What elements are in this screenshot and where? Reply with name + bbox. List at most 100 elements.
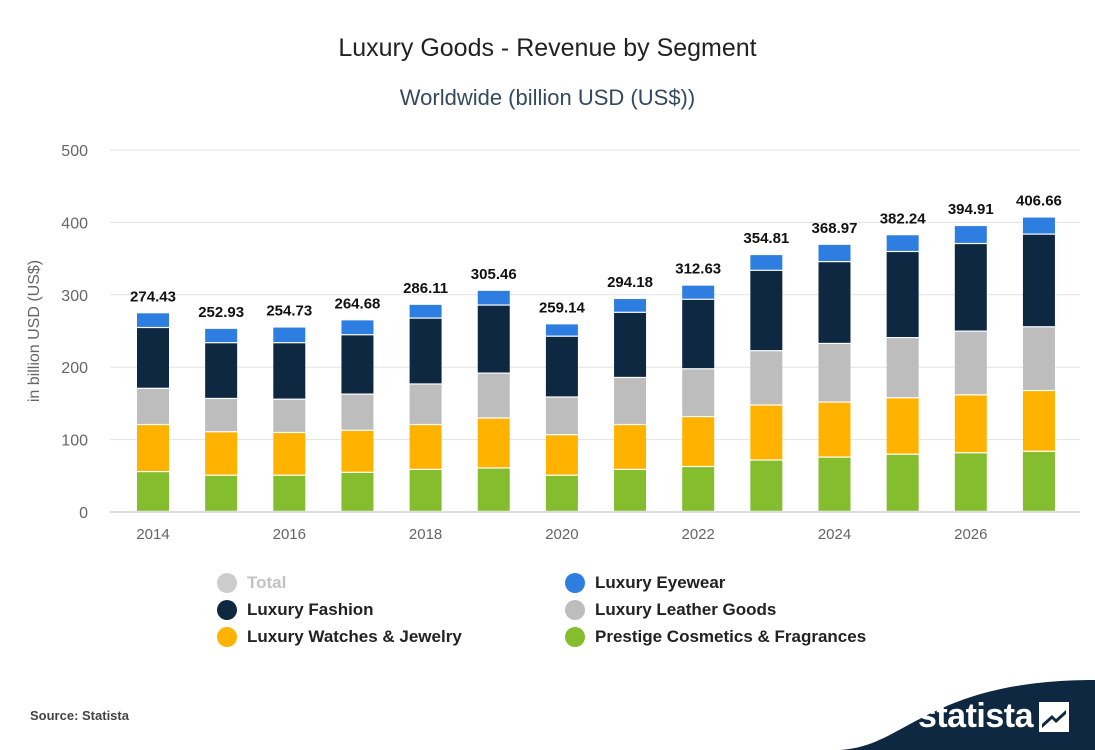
bar-segment[interactable]: [545, 475, 578, 511]
brand-badge[interactable]: statista: [835, 680, 1095, 750]
bar-segment[interactable]: [545, 324, 578, 336]
bar-segment[interactable]: [205, 432, 238, 475]
bar-segment[interactable]: [205, 475, 238, 511]
bar-segment[interactable]: [341, 472, 374, 511]
legend-swatch-fashion: [217, 600, 237, 620]
bar-segment[interactable]: [477, 468, 510, 511]
bar-segment[interactable]: [477, 290, 510, 305]
bar-segment[interactable]: [954, 244, 987, 331]
legend-item-fashion[interactable]: Luxury Fashion: [217, 599, 374, 621]
bar-segment[interactable]: [614, 378, 647, 424]
bar-segment[interactable]: [545, 336, 578, 397]
bar-segment[interactable]: [477, 305, 510, 373]
bar-segment[interactable]: [818, 344, 851, 402]
bar-segment[interactable]: [137, 472, 169, 511]
bar-segment[interactable]: [614, 470, 647, 511]
chart-subtitle: Worldwide (billion USD (US$)): [399, 85, 696, 110]
total-data-label: 354.81: [743, 230, 789, 247]
bar-segment[interactable]: [954, 226, 987, 243]
legend-swatch-cosmetics: [565, 627, 585, 647]
total-data-label: 259.14: [539, 299, 586, 316]
bar-segment[interactable]: [137, 328, 169, 388]
gridlines: [110, 149, 1080, 513]
y-tick-label: 100: [61, 433, 88, 450]
legend-label-total: Total: [247, 573, 287, 592]
bar-segment[interactable]: [341, 430, 374, 472]
bar-segment[interactable]: [954, 331, 987, 395]
bar-segment[interactable]: [137, 313, 169, 327]
bar-segment[interactable]: [1022, 327, 1055, 390]
legend-item-leather[interactable]: Luxury Leather Goods: [565, 599, 776, 621]
bar-segment[interactable]: [954, 453, 987, 511]
bar-segment[interactable]: [545, 435, 578, 475]
bar-segment[interactable]: [750, 405, 783, 460]
bar-segment[interactable]: [477, 418, 510, 468]
bar-segment[interactable]: [818, 244, 851, 262]
brand-background: [835, 680, 1095, 750]
bar-segment[interactable]: [682, 417, 715, 466]
bar-segment[interactable]: [409, 304, 442, 318]
bar-segment[interactable]: [409, 384, 442, 424]
total-data-label: 254.73: [266, 303, 312, 320]
bar-segment[interactable]: [682, 467, 715, 511]
legend-label-cosmetics: Prestige Cosmetics & Fragrances: [595, 627, 867, 646]
bar-segment[interactable]: [409, 470, 442, 511]
bar-segment[interactable]: [886, 454, 919, 511]
source-note: Source: Statista: [30, 708, 129, 723]
bar-segment[interactable]: [205, 399, 238, 432]
bar-segment[interactable]: [954, 395, 987, 453]
legend-label-leather: Luxury Leather Goods: [595, 600, 777, 619]
bar-segment[interactable]: [273, 475, 306, 511]
bar-segment[interactable]: [1022, 391, 1055, 451]
bar-segment[interactable]: [682, 299, 715, 369]
bar-segment[interactable]: [614, 299, 647, 312]
bar-segment[interactable]: [273, 343, 306, 399]
bar-segment[interactable]: [614, 425, 647, 469]
bar-segment[interactable]: [886, 338, 919, 398]
total-data-label: 382.24: [880, 210, 927, 227]
bar-segment[interactable]: [409, 318, 442, 384]
bar-segment[interactable]: [886, 252, 919, 338]
bar-segment[interactable]: [1022, 234, 1055, 327]
bar-segment[interactable]: [886, 235, 919, 251]
bar-segment[interactable]: [682, 285, 715, 299]
bar-segment[interactable]: [818, 262, 851, 343]
legend-item-total[interactable]: Total: [217, 572, 286, 594]
bar-segment[interactable]: [886, 398, 919, 454]
bar-segment[interactable]: [409, 425, 442, 469]
bar-segment[interactable]: [341, 335, 374, 394]
bar-segment[interactable]: [750, 460, 783, 511]
bar-segment[interactable]: [1022, 451, 1055, 511]
bar-segment[interactable]: [273, 433, 306, 475]
bar-segment[interactable]: [682, 369, 715, 416]
bar-segment[interactable]: [273, 327, 306, 343]
y-tick-label: 500: [61, 143, 88, 160]
bar-segment[interactable]: [341, 394, 374, 430]
bar-segment[interactable]: [137, 425, 169, 471]
bar-segment[interactable]: [750, 270, 783, 351]
bar-segment[interactable]: [477, 373, 510, 418]
bar-segment[interactable]: [818, 457, 851, 511]
x-tick-label: 2016: [273, 526, 306, 543]
bar-segment[interactable]: [205, 343, 238, 398]
bar-segment[interactable]: [205, 328, 238, 343]
legend-label-watches: Luxury Watches & Jewelry: [247, 627, 462, 646]
bar-segment[interactable]: [545, 397, 578, 435]
bar-segment[interactable]: [750, 351, 783, 405]
bar-segment[interactable]: [818, 402, 851, 457]
bar-segment[interactable]: [1022, 217, 1055, 234]
bar-segment[interactable]: [341, 320, 374, 335]
bar-segment[interactable]: [614, 312, 647, 377]
legend-swatch-watches: [217, 627, 237, 647]
bar-segment[interactable]: [137, 388, 169, 424]
x-tick-label: 2020: [545, 526, 578, 543]
statista-logo-icon: [1039, 702, 1069, 732]
legend-item-eyewear[interactable]: Luxury Eyewear: [565, 572, 725, 594]
legend-label-eyewear: Luxury Eyewear: [595, 573, 726, 592]
bar-segment[interactable]: [273, 399, 306, 432]
total-data-label: 286.11: [403, 280, 448, 297]
y-axis-label: in billion USD (US$): [26, 260, 43, 402]
bar-segment[interactable]: [750, 255, 783, 270]
legend-item-cosmetics[interactable]: Prestige Cosmetics & Fragrances: [565, 626, 866, 648]
legend-item-watches[interactable]: Luxury Watches & Jewelry: [217, 626, 462, 648]
